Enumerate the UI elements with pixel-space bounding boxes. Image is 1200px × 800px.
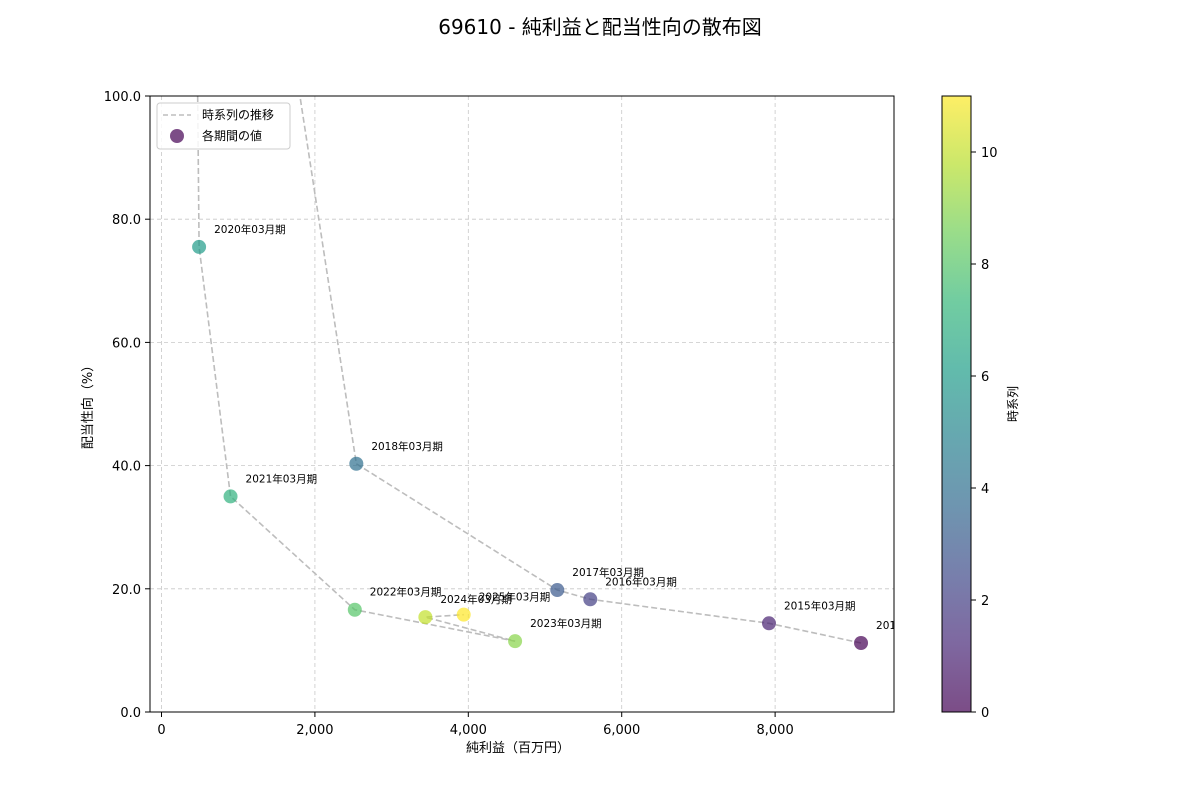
data-point-label: 2021年03月期 xyxy=(246,472,318,485)
data-point xyxy=(418,610,433,625)
x-axis-label: 純利益（百万円） xyxy=(466,741,570,756)
y-tick-label: 20.0 xyxy=(112,583,141,598)
chart-title: 69610 - 純利益と配当性向の散布図 xyxy=(438,15,762,39)
y-tick-label: 80.0 xyxy=(112,213,141,228)
legend-line-label: 時系列の推移 xyxy=(202,108,274,122)
data-point-label: 2018年03月期 xyxy=(371,440,443,453)
data-point-label: 2025年03月期 xyxy=(479,591,551,604)
legend-marker-label: 各期間の値 xyxy=(202,128,262,143)
legend-marker-swatch xyxy=(170,129,184,143)
y-tick-label: 100.0 xyxy=(104,90,141,105)
y-axis-label: 配当性向（%） xyxy=(80,359,96,449)
colorbar-tick-label: 8 xyxy=(981,258,989,273)
colorbar-tick-label: 10 xyxy=(981,146,998,161)
data-point xyxy=(508,634,523,649)
trend-line xyxy=(196,96,862,644)
data-point-label: 2024年03月期 xyxy=(440,593,512,606)
grid-lines xyxy=(150,96,894,712)
x-tick-label: 0 xyxy=(157,723,165,738)
data-point-label: 2016年03月期 xyxy=(605,575,677,588)
data-point xyxy=(456,607,471,622)
x-axis: 0 2,000 4,000 6,000 8,000 xyxy=(157,712,794,738)
data-point xyxy=(347,602,362,617)
y-tick-label: 0.0 xyxy=(120,706,141,721)
data-point-label: 2020年03月期 xyxy=(214,223,286,236)
trend-line-group xyxy=(196,96,862,644)
data-point xyxy=(583,592,598,607)
colorbar-frame xyxy=(941,95,972,713)
colorbar: 0 2 4 6 8 10 時系列 xyxy=(941,95,1020,721)
plot-frame xyxy=(149,95,895,713)
colorbar-tick-label: 6 xyxy=(981,370,989,385)
x-tick-label: 6,000 xyxy=(603,723,640,738)
data-point xyxy=(192,239,207,254)
data-point xyxy=(550,583,565,598)
data-point-label: 2022年03月期 xyxy=(370,586,442,599)
x-tick-label: 4,000 xyxy=(450,723,487,738)
y-axis: 0.0 20.0 40.0 60.0 80.0 100.0 xyxy=(104,90,150,721)
colorbar-tick-label: 0 xyxy=(981,706,989,721)
data-point xyxy=(761,616,776,631)
data-point xyxy=(349,456,364,471)
data-point-label: 2015年03月期 xyxy=(784,599,856,612)
data-point-label: 2014年03月期 xyxy=(876,619,948,632)
legend: 時系列の推移 各期間の値 xyxy=(156,102,291,150)
data-point-label: 2023年03月期 xyxy=(530,617,602,630)
colorbar-tick-label: 2 xyxy=(981,594,989,609)
x-tick-label: 8,000 xyxy=(757,723,794,738)
colorbar-ticks: 0 2 4 6 8 10 xyxy=(971,146,998,721)
x-tick-label: 2,000 xyxy=(296,723,333,738)
point-group xyxy=(192,239,869,651)
y-tick-label: 40.0 xyxy=(112,460,141,475)
data-point xyxy=(854,636,869,651)
data-point xyxy=(223,489,238,504)
data-point-label: 2017年03月期 xyxy=(572,566,644,579)
colorbar-gradient xyxy=(942,96,971,712)
colorbar-label: 時系列 xyxy=(1006,386,1020,422)
y-tick-label: 60.0 xyxy=(112,336,141,351)
colorbar-tick-label: 4 xyxy=(981,482,989,497)
